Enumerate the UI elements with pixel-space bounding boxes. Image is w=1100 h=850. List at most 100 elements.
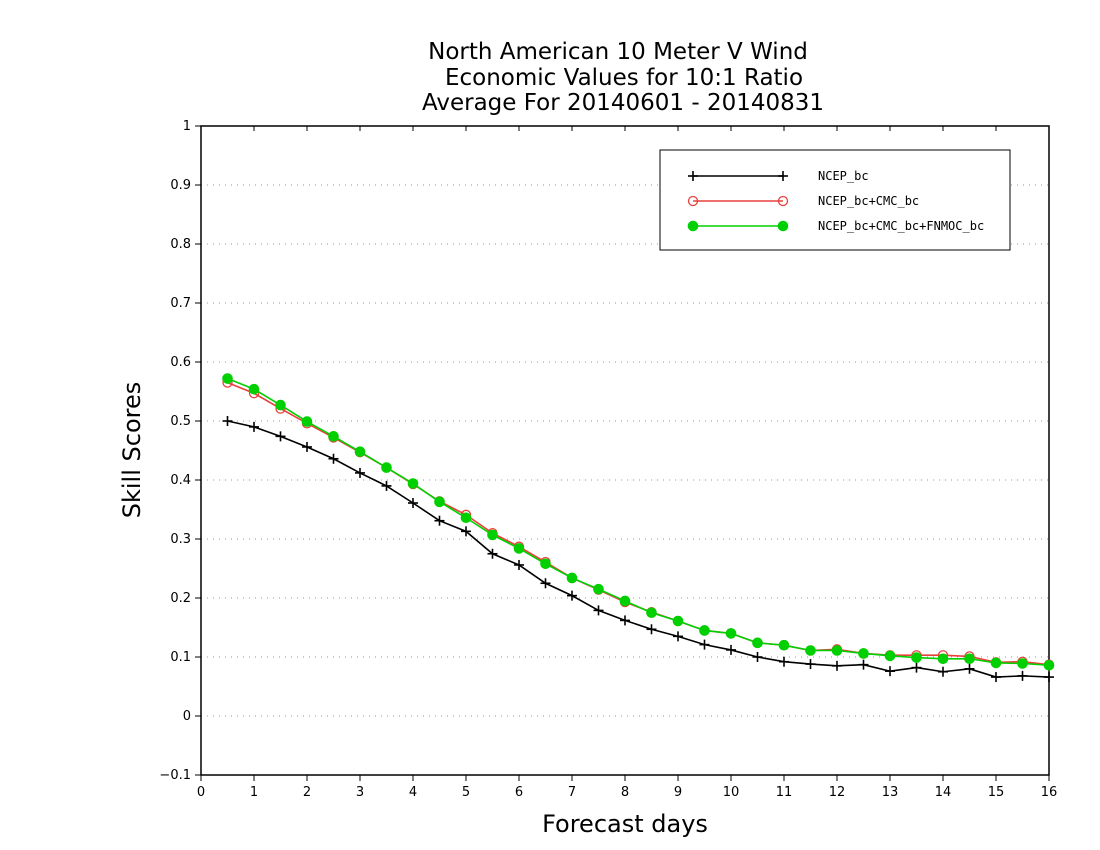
data-point bbox=[513, 543, 525, 554]
x-tick-label: 9 bbox=[674, 785, 682, 800]
data-point bbox=[752, 652, 763, 662]
data-point bbox=[302, 441, 312, 452]
legend-entry: NCEP_bc bbox=[688, 169, 869, 183]
x-tick-label: 2 bbox=[303, 785, 311, 800]
chart-title-line-3: Average For 20140601 - 20140831 bbox=[422, 90, 824, 116]
series-layer bbox=[222, 373, 1055, 683]
data-point bbox=[301, 416, 313, 427]
x-tick-label: 4 bbox=[409, 785, 417, 800]
data-point bbox=[1017, 658, 1028, 669]
legend-marker bbox=[777, 195, 789, 207]
data-point bbox=[275, 431, 286, 442]
data-point bbox=[911, 652, 922, 663]
x-tick-label: 0 bbox=[197, 785, 205, 800]
x-tick-label: 7 bbox=[568, 785, 576, 800]
data-point bbox=[487, 529, 498, 541]
x-tick-label: 15 bbox=[988, 785, 1005, 800]
data-point bbox=[328, 453, 339, 464]
axes: −0.100.10.20.30.40.50.60.70.80.910 1 2 3 4 5 6… bbox=[159, 119, 1057, 800]
data-point bbox=[514, 559, 524, 570]
legend-entry: NCEP_bc+CMC_bc+FNMOC_bc bbox=[687, 219, 984, 233]
x-tick-label: 12 bbox=[829, 785, 846, 800]
data-point bbox=[249, 421, 259, 432]
data-point bbox=[673, 631, 683, 642]
data-point bbox=[540, 558, 551, 570]
data-point bbox=[1043, 659, 1055, 671]
data-point bbox=[858, 648, 869, 659]
data-point bbox=[328, 431, 339, 442]
x-axis-label: Forecast days bbox=[542, 810, 708, 838]
data-point bbox=[884, 650, 896, 662]
series-line bbox=[227, 420, 1050, 678]
y-tick-label: 0.4 bbox=[170, 473, 191, 488]
data-point bbox=[434, 515, 445, 526]
data-point bbox=[911, 662, 922, 673]
data-point bbox=[831, 645, 843, 656]
data-point bbox=[991, 672, 1001, 683]
data-point bbox=[1044, 672, 1054, 683]
y-tick-label: 0.8 bbox=[170, 237, 191, 252]
data-point bbox=[460, 512, 472, 524]
series-1 bbox=[222, 416, 1054, 683]
series-3 bbox=[222, 373, 1055, 671]
data-point bbox=[381, 462, 392, 473]
data-point bbox=[990, 657, 1002, 669]
data-point bbox=[937, 653, 949, 665]
y-tick-label: 1 bbox=[183, 119, 191, 134]
chart-title: North American 10 Meter V Wind Economic … bbox=[422, 39, 824, 116]
series-line bbox=[227, 377, 1050, 667]
data-point bbox=[805, 645, 816, 656]
y-tick-label: 0 bbox=[183, 709, 191, 724]
y-tick-label: 0.6 bbox=[170, 355, 191, 370]
x-tick-label: 13 bbox=[882, 785, 899, 800]
data-point bbox=[885, 666, 895, 677]
x-tick-label: 5 bbox=[462, 785, 470, 800]
data-point bbox=[487, 548, 498, 559]
data-point bbox=[540, 578, 551, 589]
data-point bbox=[805, 659, 816, 670]
data-point bbox=[726, 644, 736, 655]
y-tick-label: 0.2 bbox=[170, 591, 191, 606]
data-point bbox=[778, 639, 790, 651]
data-point bbox=[832, 660, 842, 671]
legend-marker bbox=[687, 195, 699, 207]
data-point bbox=[567, 590, 577, 601]
data-point bbox=[1017, 670, 1028, 681]
data-point bbox=[938, 666, 948, 677]
x-tick-label: 11 bbox=[776, 785, 793, 800]
data-point bbox=[275, 399, 286, 411]
y-tick-label: 0.5 bbox=[170, 414, 191, 429]
y-tick-label: −0.1 bbox=[159, 768, 191, 783]
data-point bbox=[779, 656, 789, 667]
data-point bbox=[461, 526, 471, 537]
x-tick-label: 14 bbox=[935, 785, 952, 800]
legend-marker bbox=[778, 171, 788, 181]
y-tick-label: 0.7 bbox=[170, 296, 191, 311]
chart-title-line-2: Economic Values for 10:1 Ratio bbox=[445, 65, 803, 91]
series-line bbox=[227, 381, 1050, 666]
legend-marker bbox=[687, 220, 699, 232]
data-point bbox=[646, 624, 657, 635]
legend-box bbox=[659, 149, 1011, 251]
x-tick-label: 6 bbox=[515, 785, 523, 800]
data-point bbox=[222, 416, 233, 426]
x-tick-label: 10 bbox=[723, 785, 740, 800]
data-point bbox=[619, 595, 631, 607]
data-point bbox=[964, 653, 975, 665]
data-point bbox=[752, 637, 763, 649]
legend-label: NCEP_bc+CMC_bc bbox=[818, 194, 919, 208]
x-tick-label: 3 bbox=[356, 785, 364, 800]
data-point bbox=[566, 572, 578, 584]
legend-entry: NCEP_bc+CMC_bc bbox=[687, 194, 919, 208]
data-point bbox=[964, 663, 975, 674]
y-tick-label: 0.1 bbox=[170, 650, 191, 665]
x-tick-label: 1 bbox=[250, 785, 258, 800]
y-axis-label: Skill Scores bbox=[118, 382, 146, 519]
legend: NCEP_bc NCEP_bc+CMC_bc NCEP_bc+CMC_bc+FNMO… bbox=[659, 149, 1011, 251]
data-point bbox=[699, 625, 710, 636]
data-point bbox=[725, 628, 737, 639]
data-point bbox=[672, 615, 684, 627]
data-point bbox=[407, 478, 419, 489]
data-point bbox=[593, 605, 604, 616]
